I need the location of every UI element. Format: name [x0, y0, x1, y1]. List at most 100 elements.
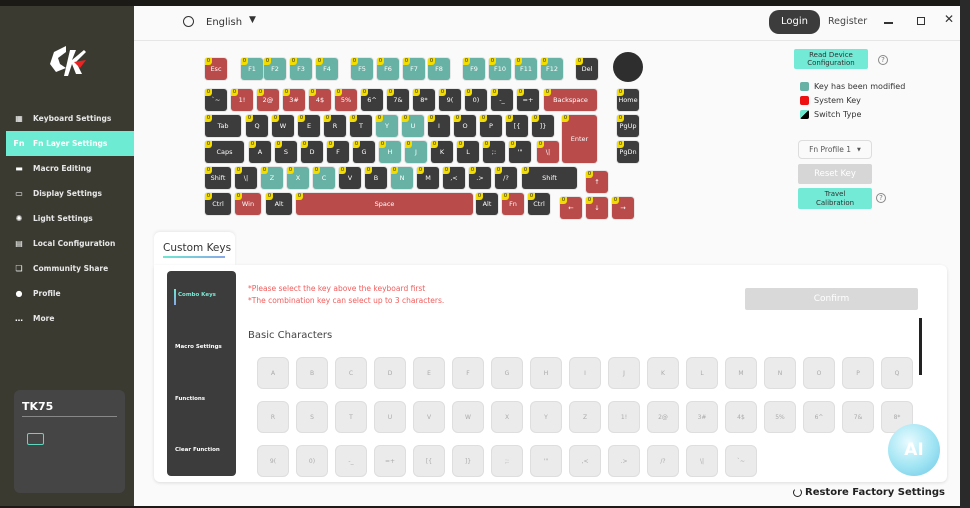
char-key[interactable]: Z [569, 401, 601, 433]
key-=+[interactable]: 0 =+ [517, 89, 539, 111]
restore-factory-button[interactable]: Restore Factory Settings [793, 487, 945, 498]
key-6^[interactable]: 0 6^ [361, 89, 383, 111]
char-key[interactable]: S [296, 401, 328, 433]
char-key[interactable]: .> [608, 445, 640, 477]
device-card[interactable]: TK75 [14, 390, 125, 493]
char-key[interactable]: 5% [764, 401, 796, 433]
char-key[interactable]: -_ [335, 445, 367, 477]
key-1![interactable]: 0 1! [231, 89, 253, 111]
sidebar-item-profile[interactable]: ● Profile [6, 281, 134, 306]
globe-icon[interactable] [183, 16, 194, 27]
char-key[interactable]: O [803, 357, 835, 389]
char-key[interactable]: X [491, 401, 523, 433]
key-5%[interactable]: 0 5% [335, 89, 357, 111]
char-key[interactable]: 3# [686, 401, 718, 433]
char-key[interactable]: 2@ [647, 401, 679, 433]
menu-functions[interactable]: Functions [175, 396, 206, 402]
key-F9[interactable]: 0 F9 [463, 58, 485, 80]
menu-clear-function[interactable]: Clear Function [175, 447, 220, 453]
minimize-icon[interactable] [884, 22, 893, 24]
scrollbar[interactable] [919, 318, 922, 375]
key-\|[interactable]: 0 \| [537, 141, 559, 163]
char-key[interactable]: T [335, 401, 367, 433]
key-F7[interactable]: 0 F7 [403, 58, 425, 80]
key-Alt[interactable]: 0 Alt [476, 193, 498, 215]
char-key[interactable]: C [335, 357, 367, 389]
char-key[interactable]: H [530, 357, 562, 389]
char-key[interactable]: U [374, 401, 406, 433]
sidebar-item-macro-editing[interactable]: ▬ Macro Editing [6, 156, 134, 181]
char-key[interactable]: [{ [413, 445, 445, 477]
sidebar-item-more[interactable]: … More [6, 306, 134, 331]
key-F1[interactable]: 0 F1 [241, 58, 263, 80]
key-7&[interactable]: 0 7& [387, 89, 409, 111]
key-Del[interactable]: 0 Del [576, 58, 598, 80]
travel-calibration-button[interactable]: Travel Calibration [798, 188, 872, 209]
help-icon[interactable]: ? [878, 55, 888, 65]
key-Shift[interactable]: 0 Shift [205, 167, 231, 189]
key-,<[interactable]: 0 ,< [443, 167, 465, 189]
char-key[interactable]: W [452, 401, 484, 433]
key-]}[interactable]: 0]} [532, 115, 554, 137]
char-key[interactable]: E [413, 357, 445, 389]
char-key[interactable]: 1! [608, 401, 640, 433]
help-icon[interactable]: ? [876, 193, 886, 203]
char-key[interactable]: R [257, 401, 289, 433]
key-9([interactable]: 0 9( [439, 89, 461, 111]
menu-combo-keys[interactable]: Combo Keys [178, 292, 216, 298]
char-key[interactable]: 7& [842, 401, 874, 433]
key-\|[interactable]: 0 \| [235, 167, 257, 189]
reset-key-button[interactable]: Reset Key [798, 164, 872, 184]
char-key[interactable]: 6^ [803, 401, 835, 433]
char-key[interactable]: 8* [881, 401, 913, 433]
char-key[interactable]: B [296, 357, 328, 389]
key-F12[interactable]: 0 F12 [541, 58, 563, 80]
key-[{[interactable]: 0[{ [506, 115, 528, 137]
char-key[interactable]: V [413, 401, 445, 433]
key-PgDn[interactable]: 0 PgDn [617, 141, 639, 163]
char-key[interactable]: G [491, 357, 523, 389]
key-PgUp[interactable]: 0 PgUp [617, 115, 639, 137]
key-Enter[interactable]: 0 Enter [562, 115, 597, 163]
char-key[interactable]: \| [686, 445, 718, 477]
sidebar-item-local-configuration[interactable]: ▤ Local Configuration [6, 231, 134, 256]
language-select[interactable]: English [206, 17, 243, 28]
key-'"[interactable]: 0 '" [509, 141, 531, 163]
key-4$[interactable]: 0 4$ [309, 89, 331, 111]
custom-keys-tab[interactable]: Custom Keys [154, 232, 235, 266]
key-Caps[interactable]: 0 Caps [205, 141, 244, 163]
char-key[interactable]: K [647, 357, 679, 389]
key-Ctrl[interactable]: 0 Ctrl [205, 193, 231, 215]
char-key[interactable]: 0) [296, 445, 328, 477]
key-8*[interactable]: 0 8* [413, 89, 435, 111]
confirm-button[interactable]: Confirm [745, 288, 918, 310]
profile-select[interactable]: Fn Profile 1 ▼ [798, 140, 872, 159]
char-key[interactable]: =+ [374, 445, 406, 477]
key-Space[interactable]: 0 Space [296, 193, 473, 215]
key-Fn[interactable]: 0 Fn [502, 193, 524, 215]
char-key[interactable]: A [257, 357, 289, 389]
char-key[interactable]: N [764, 357, 796, 389]
char-key[interactable]: ;: [491, 445, 523, 477]
close-icon[interactable]: ✕ [944, 12, 955, 26]
char-key[interactable]: '" [530, 445, 562, 477]
key-F6[interactable]: 0 F6 [377, 58, 399, 80]
